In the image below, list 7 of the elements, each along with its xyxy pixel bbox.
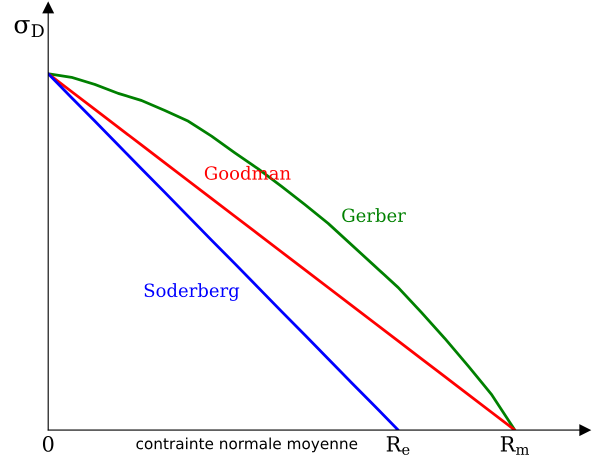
x-tick-label: R$_{e}$ [386, 436, 410, 455]
series-label: Soderberg [144, 283, 240, 301]
x-tick-label: R$_{m}$ [500, 436, 529, 455]
series-label: Gerber [342, 208, 406, 222]
x-tick-label: 0 [42, 436, 54, 452]
y-axis-title: σ$_{D}$ [14, 20, 44, 38]
x-axis-title: contrainte normale moyenne [136, 438, 358, 452]
